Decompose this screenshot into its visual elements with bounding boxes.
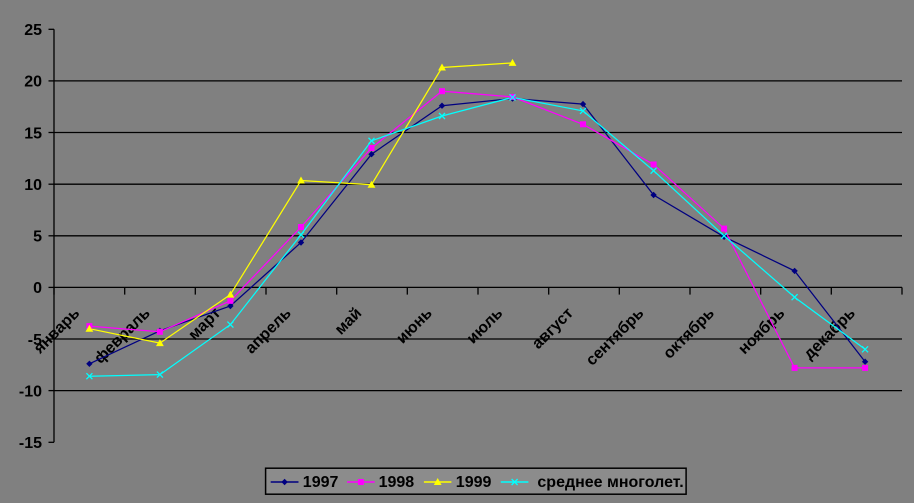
svg-text:1998: 1998 xyxy=(379,474,415,491)
svg-text:20: 20 xyxy=(24,74,42,91)
svg-text:среднее многолет.: среднее многолет. xyxy=(537,474,683,491)
svg-text:0: 0 xyxy=(33,280,42,297)
svg-text:1997: 1997 xyxy=(303,474,339,491)
svg-text:10: 10 xyxy=(24,177,42,194)
svg-text:-10: -10 xyxy=(19,383,42,400)
svg-text:5: 5 xyxy=(33,229,42,246)
svg-text:-5: -5 xyxy=(28,332,42,349)
svg-text:-15: -15 xyxy=(19,435,42,452)
svg-text:25: 25 xyxy=(24,22,42,39)
svg-text:15: 15 xyxy=(24,125,42,142)
svg-text:1999: 1999 xyxy=(456,474,492,491)
